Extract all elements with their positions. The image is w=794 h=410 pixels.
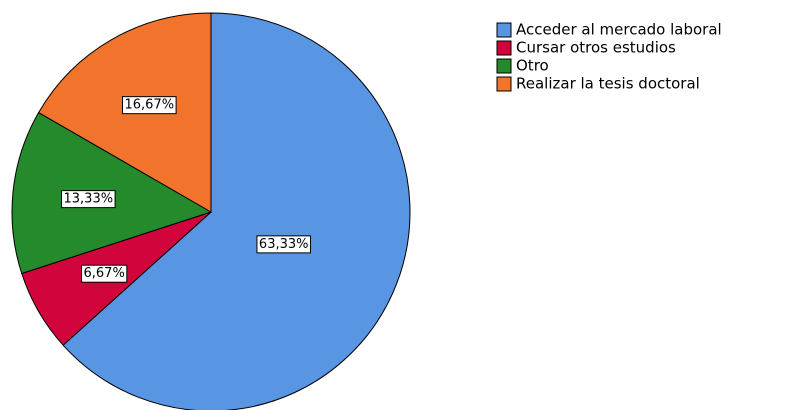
data-label: 16,67% <box>122 96 177 115</box>
data-label-box <box>122 96 177 115</box>
data-label-box <box>61 190 116 209</box>
data-label-text: 16,67% <box>125 98 175 113</box>
data-label: 13,33% <box>61 190 116 209</box>
data-label: 63,33% <box>256 235 312 254</box>
data-label-text: 63,33% <box>259 237 309 252</box>
pie-slice <box>62 12 411 410</box>
legend-swatch <box>496 76 512 92</box>
data-label-box <box>81 264 128 283</box>
data-label-text: 6,67% <box>84 266 125 281</box>
legend-swatch <box>496 58 512 74</box>
legend-label: Otro <box>516 57 549 75</box>
data-label-text: 13,33% <box>64 192 114 207</box>
legend-label: Cursar otros estudios <box>516 39 676 57</box>
legend-swatch <box>496 40 512 56</box>
data-label: 6,67% <box>81 264 128 283</box>
legend-label: Acceder al mercado laboral <box>516 21 722 39</box>
legend-swatch <box>496 22 512 38</box>
data-label-box <box>256 235 312 254</box>
legend-label: Realizar la tesis doctoral <box>516 75 700 93</box>
